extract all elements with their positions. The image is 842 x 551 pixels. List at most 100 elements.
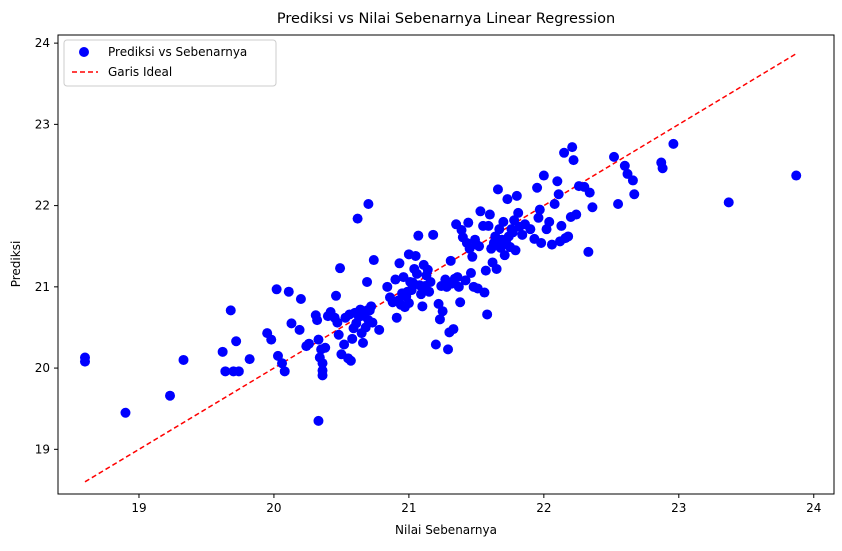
data-point [244, 354, 255, 365]
data-point [313, 334, 324, 345]
data-point [465, 268, 476, 279]
ideal-line [84, 53, 797, 483]
data-point [532, 182, 543, 193]
data-point [479, 287, 490, 298]
data-point [536, 237, 547, 248]
data-point [286, 318, 297, 329]
data-point [217, 346, 228, 357]
data-point [453, 281, 464, 292]
data-point [445, 255, 456, 266]
data-point [317, 370, 328, 381]
data-point [460, 275, 471, 286]
data-point [474, 241, 485, 252]
data-point [723, 197, 734, 208]
data-point [333, 329, 344, 340]
data-point [317, 358, 328, 369]
data-point [320, 342, 331, 353]
data-point [556, 220, 567, 231]
ideal-line-layer [84, 53, 797, 483]
data-point [382, 281, 393, 292]
data-point [313, 415, 324, 426]
data-point [332, 317, 343, 328]
data-point [492, 184, 503, 195]
data-point [394, 258, 405, 269]
data-point [498, 216, 509, 227]
data-point [312, 315, 323, 326]
data-point [304, 338, 315, 349]
data-point [294, 324, 305, 335]
data-point [220, 366, 231, 377]
data-point [552, 176, 563, 187]
data-point [178, 354, 189, 365]
data-point [553, 189, 564, 200]
data-point [613, 198, 624, 209]
data-point [538, 170, 549, 181]
data-point [549, 198, 560, 209]
data-point [563, 231, 574, 242]
data-point [120, 407, 131, 418]
data-point [347, 333, 358, 344]
data-point [475, 206, 486, 217]
points-layer [79, 138, 802, 426]
data-point [583, 246, 594, 257]
data-point [494, 224, 505, 235]
data-point [482, 309, 493, 320]
data-point [374, 324, 385, 335]
data-point [455, 297, 466, 308]
data-point [390, 274, 401, 285]
data-point [525, 224, 536, 235]
data-point [480, 265, 491, 276]
data-point [567, 142, 578, 153]
data-point [587, 202, 598, 213]
plot-area [79, 53, 802, 483]
x-tick-label: 21 [401, 501, 416, 515]
data-point [339, 339, 350, 350]
data-point [428, 229, 439, 240]
data-point [510, 245, 521, 256]
y-tick-label: 21 [35, 280, 50, 294]
x-tick-label: 20 [266, 501, 281, 515]
axes-frame [57, 34, 835, 495]
data-point [165, 390, 176, 401]
chart-title: Prediksi vs Nilai Sebenarnya Linear Regr… [277, 11, 615, 27]
data-point [513, 207, 524, 218]
data-point [233, 366, 244, 377]
data-point [568, 155, 579, 166]
data-point [79, 356, 90, 367]
data-point [443, 344, 454, 355]
data-point [502, 194, 513, 205]
data-point [368, 255, 379, 266]
data-point [533, 212, 544, 223]
data-point [277, 358, 288, 369]
data-point [424, 286, 435, 297]
y-tick-label: 24 [35, 36, 50, 50]
legend-box [63, 39, 277, 87]
legend-label-points: Prediksi vs Sebenarnya [108, 45, 247, 59]
data-point [367, 317, 378, 328]
data-point [283, 286, 294, 297]
data-point [366, 301, 377, 312]
data-point [266, 334, 277, 345]
data-point [448, 324, 459, 335]
data-point [425, 276, 436, 287]
data-point [571, 209, 582, 220]
data-point [657, 163, 668, 174]
data-point [335, 263, 346, 274]
y-tick-label: 22 [35, 199, 50, 213]
data-point [279, 366, 290, 377]
data-point [411, 268, 422, 279]
data-point [225, 305, 236, 316]
data-point [352, 213, 363, 224]
data-point [363, 198, 374, 209]
data-point [422, 264, 433, 275]
data-point [609, 151, 620, 162]
y-tick-label: 19 [35, 442, 50, 456]
data-point [484, 209, 495, 220]
x-axis: 19 20 21 22 23 24 [131, 494, 821, 515]
data-point [295, 294, 306, 305]
x-tick-label: 24 [806, 501, 821, 515]
y-axis-label: Prediksi [9, 241, 23, 288]
data-point [413, 230, 424, 241]
x-tick-label: 23 [671, 501, 686, 515]
